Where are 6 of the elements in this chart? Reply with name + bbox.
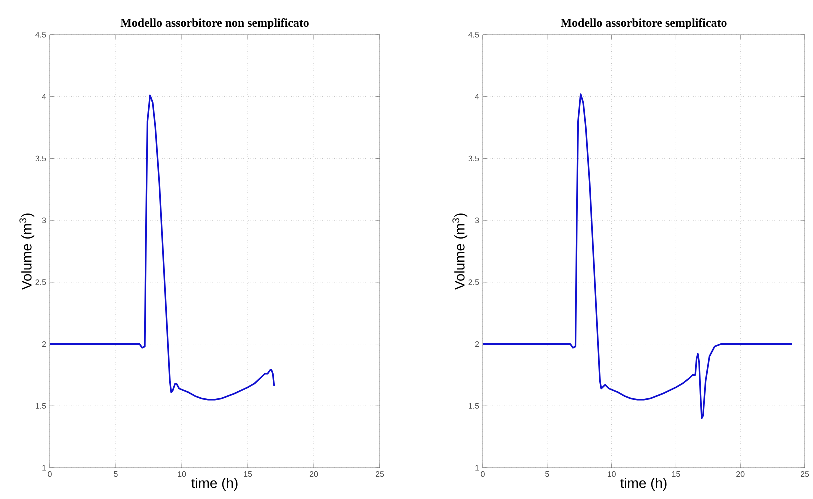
y-axis-title: Volume (m$^{3}$) (452, 214, 468, 290)
chart-title: Modello assorbitore semplificato (560, 18, 727, 30)
x-axis-title: time (h) (192, 478, 238, 491)
y-axis-title: Volume (m$^{3}$) (20, 214, 35, 290)
x-axis-title: time (h) (620, 478, 667, 491)
chart-title: Modello assorbitore non semplificato (120, 18, 309, 30)
